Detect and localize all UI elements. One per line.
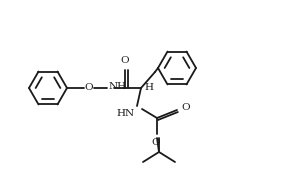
Text: NH: NH	[109, 82, 127, 91]
Text: O: O	[152, 138, 160, 147]
Text: O: O	[85, 84, 93, 93]
Text: H: H	[144, 82, 153, 91]
Text: O: O	[181, 103, 190, 112]
Text: HN: HN	[117, 109, 135, 118]
Text: O: O	[121, 56, 129, 65]
